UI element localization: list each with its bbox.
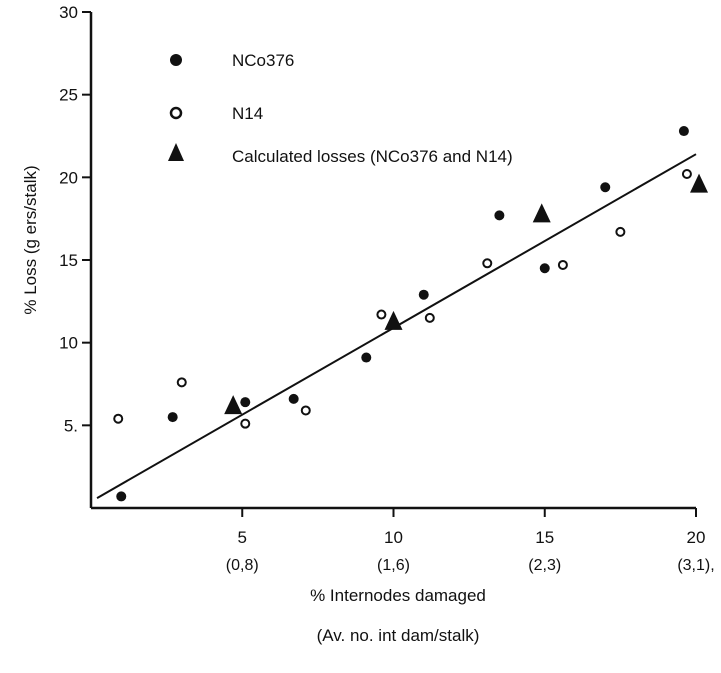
x-tick-sublabel: (0,8) (226, 557, 259, 574)
point-n14 (681, 169, 692, 180)
y-tick-label: 5. (64, 416, 78, 435)
point-ncoa376 (361, 352, 372, 363)
point-ncoa376 (116, 491, 127, 502)
point-ncoa376 (418, 289, 429, 300)
legend-label-calculated: Calculated losses (NCo376 and N14) (232, 147, 513, 166)
point-calculated (532, 203, 551, 223)
point-n14 (240, 418, 251, 429)
point-ncoa376 (539, 263, 550, 274)
data-points (113, 126, 709, 502)
point-calculated (224, 395, 243, 415)
x-tick-sublabel: (1,6) (377, 557, 410, 574)
point-ncoa376 (678, 126, 689, 137)
y-axis-title: % Loss (g ers/stalk) (21, 165, 40, 314)
point-ncoa376 (167, 412, 178, 423)
x-tick-sublabel: (3,1), (677, 557, 714, 574)
point-calculated (384, 310, 403, 330)
x-tick-label: 5 (238, 528, 247, 547)
x-axis-subtitle: (Av. no. int dam/stalk) (317, 626, 480, 645)
x-tick-label: 15 (535, 528, 554, 547)
y-tick-label: 15 (59, 251, 78, 270)
point-ncoa376 (288, 393, 299, 404)
point-ncoa376 (240, 397, 251, 408)
y-tick-label: 10 (59, 334, 78, 353)
point-n14 (557, 259, 568, 270)
legend-marker-calculated (168, 143, 184, 161)
point-n14 (176, 377, 187, 388)
point-n14 (300, 405, 311, 416)
point-n14 (113, 413, 124, 424)
y-tick-label: 25 (59, 86, 78, 105)
x-tick-sublabel: (2,3) (528, 557, 561, 574)
y-tick-label: 30 (59, 3, 78, 22)
point-n14 (615, 226, 626, 237)
y-tick-label: 20 (59, 168, 78, 187)
ticks: 5. 10 15 20 25 30 5 (0,8) 10 (1,6) 15 (2,3) 20 (3,1), (59, 3, 715, 574)
point-calculated (690, 173, 709, 193)
x-axis-title: % Internodes damaged (310, 586, 486, 605)
point-n14 (482, 258, 493, 269)
point-n14 (376, 309, 387, 320)
legend-marker-n14 (169, 106, 183, 120)
point-ncoa376 (494, 210, 505, 221)
legend: NCo376 N14 Calculated losses (NCo376 and… (168, 51, 513, 166)
x-tick-label: 20 (687, 528, 706, 547)
point-ncoa376 (600, 182, 611, 193)
x-tick-label: 10 (384, 528, 403, 547)
legend-marker-ncoa376 (170, 54, 182, 66)
legend-label-n14: N14 (232, 104, 263, 123)
point-n14 (424, 312, 435, 323)
legend-label-ncoa376: NCo376 (232, 51, 294, 70)
axes (89, 12, 696, 510)
